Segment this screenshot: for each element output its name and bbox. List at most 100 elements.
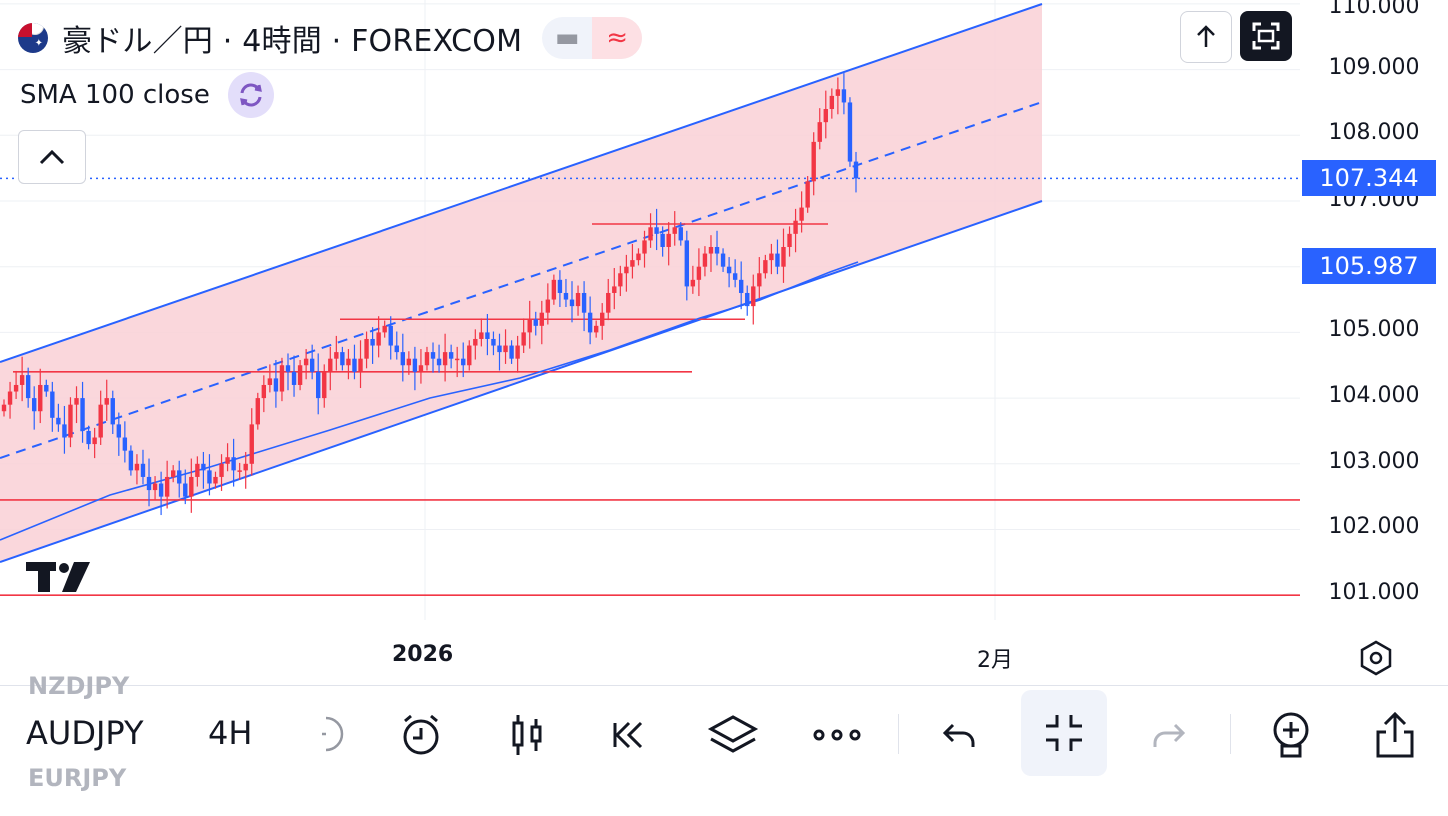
chart-settings-icon[interactable]	[1356, 638, 1396, 678]
time-tick: 2月	[977, 648, 1013, 673]
candle-body	[745, 292, 750, 307]
symbol-button[interactable]: AUDJPY	[26, 714, 144, 752]
candle-body	[581, 292, 587, 313]
candle-body	[708, 246, 714, 254]
prev-symbol[interactable]: NZDJPY	[28, 672, 130, 700]
fullscreen-button[interactable]	[1240, 11, 1292, 61]
candle-body	[86, 430, 91, 445]
candle-body	[13, 384, 19, 392]
candle-body	[763, 260, 768, 274]
candle-body	[74, 398, 79, 405]
candles-icon	[512, 715, 542, 755]
candle-body	[164, 476, 170, 497]
candle-body	[50, 391, 55, 418]
bottom-toolbar: NZDJPY EURJPY AUDJPY 4H	[0, 672, 1448, 816]
logo-part	[59, 563, 69, 573]
candle-body	[424, 352, 430, 366]
candle-body	[448, 352, 454, 359]
scroll-up-button[interactable]	[1180, 11, 1232, 63]
current-price-label[interactable]: 107.344	[1302, 160, 1436, 196]
candle-body	[183, 483, 188, 497]
logo-part	[62, 562, 90, 592]
candle-body	[201, 463, 206, 471]
candle-body	[829, 95, 835, 110]
candle-body	[140, 463, 146, 477]
candle-body	[787, 233, 792, 247]
candle-body	[442, 352, 448, 366]
chart-type-button[interactable]	[498, 706, 556, 764]
price-tick: 101.000	[1328, 580, 1420, 605]
candle-body	[382, 325, 387, 333]
price-tick: 104.000	[1328, 383, 1420, 408]
candle-body	[44, 384, 49, 392]
share-button[interactable]	[1366, 706, 1424, 764]
add-indicator-button[interactable]	[1262, 706, 1320, 764]
candle-body	[551, 279, 557, 300]
minus-icon[interactable]: ▬	[554, 23, 580, 53]
candle-body	[128, 450, 134, 471]
alert-button[interactable]	[392, 706, 450, 764]
indicator-label[interactable]: SMA 100 close	[20, 80, 210, 110]
candle-body	[769, 253, 774, 261]
candle-body	[454, 358, 460, 361]
price-tick: 105.000	[1328, 317, 1420, 342]
candle-body	[430, 352, 436, 359]
candle-body	[376, 332, 381, 346]
candle-body	[80, 398, 85, 431]
candle-body	[1, 404, 7, 412]
candle-body	[847, 102, 853, 162]
candle-body	[684, 240, 690, 287]
redo-button[interactable]	[1140, 706, 1198, 764]
candle-body	[630, 260, 635, 267]
interval-button[interactable]: 4H	[208, 714, 253, 752]
candle-body	[497, 345, 502, 353]
candle-body	[219, 463, 224, 477]
candle-body	[575, 292, 581, 307]
candle-body	[612, 286, 617, 293]
channel-upper-line[interactable]	[0, 3, 1043, 363]
horizontal-lines[interactable]	[0, 223, 1300, 597]
candle-body	[98, 404, 103, 438]
more-button[interactable]	[808, 706, 866, 764]
candle-body	[775, 253, 780, 267]
candle-body	[781, 246, 786, 267]
candle-body	[805, 181, 810, 208]
candle-body	[521, 332, 526, 346]
candle-body	[56, 417, 61, 425]
candle-body	[116, 424, 122, 438]
tradingview-logo	[26, 562, 90, 592]
candle-body	[195, 463, 200, 477]
candle-body	[793, 220, 798, 234]
candle-body	[473, 338, 478, 346]
exit-fullscreen-button[interactable]	[1021, 690, 1107, 776]
chart-title[interactable]: 豪ドル／円 · 4時間 · FOREXCOM	[62, 24, 523, 59]
line-price-label[interactable]: 105.987	[1302, 248, 1436, 284]
refresh-icon[interactable]	[227, 72, 274, 118]
candle-body	[418, 365, 424, 372]
layers-button[interactable]	[704, 706, 762, 764]
partial-icon[interactable]	[312, 714, 344, 754]
candle-body	[297, 365, 303, 385]
candle-body	[255, 398, 260, 425]
pill-toggle[interactable]: ▬ ≈	[542, 17, 643, 59]
candle-body	[346, 358, 351, 366]
candle-body	[636, 253, 641, 261]
candle-body	[358, 358, 363, 372]
aud-flag-icon: ✦	[18, 23, 48, 53]
candle-body	[213, 476, 218, 484]
candle-body	[817, 122, 822, 142]
indicator-legend[interactable]: SMA 100 close	[20, 72, 274, 118]
channel-lower-line[interactable]	[0, 200, 1043, 563]
candle-body	[587, 312, 593, 333]
candle-body	[25, 375, 31, 399]
candle-body	[309, 358, 315, 372]
candle-body	[436, 358, 442, 366]
undo-button[interactable]	[930, 706, 988, 764]
candles	[1, 73, 859, 516]
replay-button[interactable]	[600, 706, 658, 764]
approx-icon[interactable]: ≈	[592, 17, 643, 59]
collapse-legend-button[interactable]	[18, 130, 86, 184]
layers-icon	[707, 715, 759, 753]
price-chart[interactable]	[0, 0, 1448, 685]
next-symbol[interactable]: EURJPY	[28, 764, 127, 792]
